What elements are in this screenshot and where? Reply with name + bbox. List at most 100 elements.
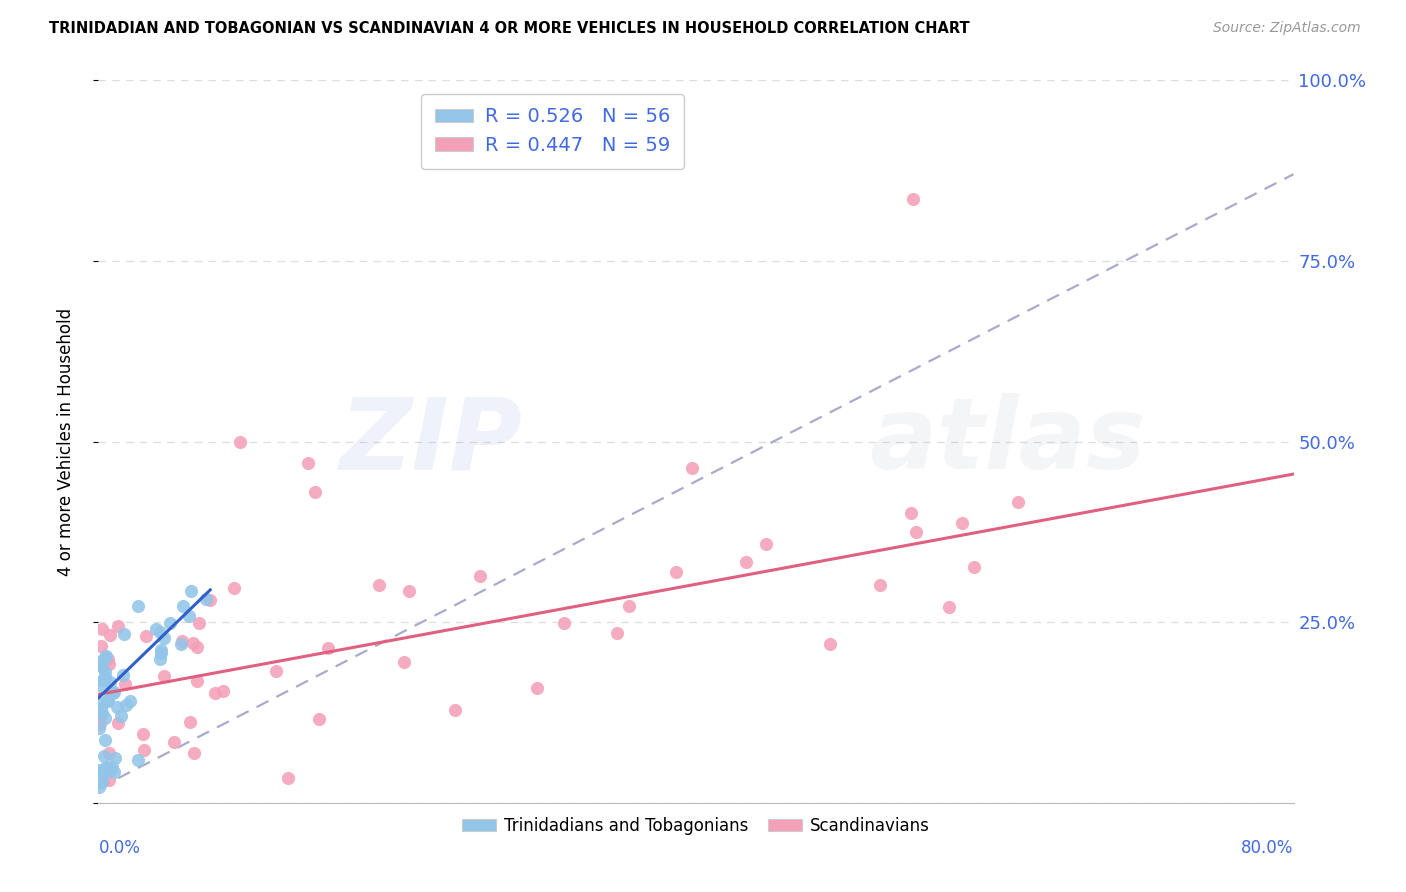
Point	[180, 583, 202, 598]
Point	[183, 636, 205, 650]
Point	[553, 615, 575, 630]
Point	[93, 749, 115, 764]
Point	[186, 673, 208, 688]
Point	[950, 516, 973, 530]
Point	[169, 637, 191, 651]
Text: atlas: atlas	[869, 393, 1146, 490]
Point	[101, 686, 124, 700]
Point	[1007, 495, 1029, 509]
Point	[132, 727, 155, 741]
Point	[869, 578, 891, 592]
Point	[198, 592, 221, 607]
Point	[114, 677, 136, 691]
Point	[179, 714, 201, 729]
Point	[103, 685, 125, 699]
Point	[93, 649, 115, 664]
Point	[112, 627, 135, 641]
Point	[444, 703, 467, 717]
Point	[394, 655, 416, 669]
Point	[229, 434, 252, 449]
Point	[93, 766, 115, 780]
Point	[145, 622, 167, 636]
Point	[98, 747, 121, 761]
Point	[118, 694, 141, 708]
Point	[107, 715, 129, 730]
Point	[89, 657, 111, 671]
Point	[91, 706, 114, 720]
Point	[89, 780, 111, 794]
Point	[94, 764, 117, 779]
Point	[90, 639, 112, 653]
Point	[963, 560, 986, 574]
Point	[665, 566, 688, 580]
Point	[104, 751, 127, 765]
Point	[112, 667, 135, 681]
Point	[149, 652, 172, 666]
Point	[107, 699, 129, 714]
Point	[149, 643, 172, 657]
Point	[277, 771, 299, 785]
Point	[90, 702, 112, 716]
Point	[107, 618, 129, 632]
Point	[115, 698, 138, 712]
Point	[470, 569, 492, 583]
Point	[90, 658, 112, 673]
Point	[195, 591, 218, 606]
Point	[127, 599, 149, 614]
Point	[103, 764, 125, 779]
Point	[755, 536, 778, 550]
Point	[91, 673, 114, 688]
Point	[98, 772, 121, 787]
Point	[204, 686, 226, 700]
Text: Source: ZipAtlas.com: Source: ZipAtlas.com	[1213, 21, 1361, 36]
Point	[89, 716, 111, 731]
Y-axis label: 4 or more Vehicles in Household: 4 or more Vehicles in Household	[56, 308, 75, 575]
Point	[98, 628, 121, 642]
Point	[398, 583, 420, 598]
Point	[308, 712, 330, 726]
Point	[96, 649, 118, 664]
Point	[90, 775, 112, 789]
Point	[98, 657, 121, 672]
Point	[938, 599, 960, 614]
Point	[98, 763, 121, 777]
Point	[96, 693, 118, 707]
Point	[97, 651, 120, 665]
Point	[98, 675, 121, 690]
Point	[101, 760, 124, 774]
Point	[367, 578, 389, 592]
Point	[617, 599, 640, 613]
Point	[93, 711, 115, 725]
Point	[734, 555, 756, 569]
Point	[222, 582, 245, 596]
Point	[96, 694, 118, 708]
Point	[135, 629, 157, 643]
Legend: Trinidadians and Tobagonians, Scandinavians: Trinidadians and Tobagonians, Scandinavi…	[456, 810, 936, 841]
Point	[94, 759, 117, 773]
Text: 80.0%: 80.0%	[1241, 838, 1294, 857]
Point	[183, 747, 205, 761]
Point	[89, 763, 111, 777]
Point	[94, 670, 117, 684]
Point	[188, 615, 211, 630]
Point	[91, 680, 114, 694]
Point	[526, 681, 548, 695]
Point	[90, 658, 112, 673]
Point	[94, 732, 117, 747]
Point	[127, 753, 149, 767]
Text: ZIP: ZIP	[340, 393, 523, 490]
Point	[153, 632, 176, 646]
Point	[905, 525, 928, 540]
Point	[901, 193, 924, 207]
Point	[96, 761, 118, 775]
Point	[89, 712, 111, 726]
Point	[606, 626, 628, 640]
Point	[89, 767, 111, 781]
Point	[90, 697, 112, 711]
Point	[89, 709, 111, 723]
Point	[186, 640, 208, 655]
Point	[87, 721, 110, 735]
Point	[97, 693, 120, 707]
Point	[91, 673, 114, 688]
Point	[149, 646, 172, 660]
